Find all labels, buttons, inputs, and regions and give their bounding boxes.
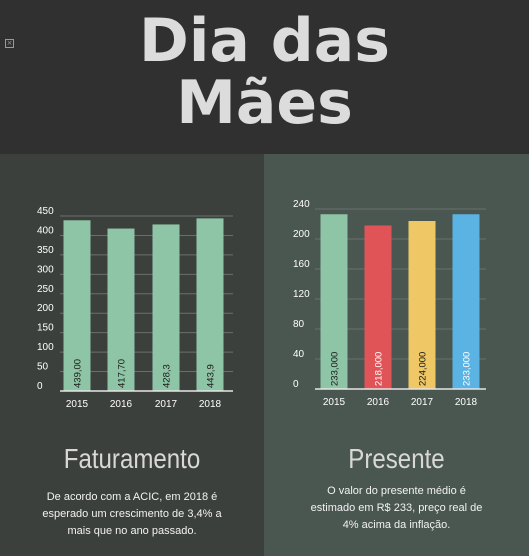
y-tick-label: 200 — [37, 303, 54, 314]
y-tick-label: 80 — [293, 319, 305, 330]
x-tick-label: 2017 — [411, 397, 434, 408]
x-tick-label: 2018 — [199, 399, 222, 410]
bar — [107, 228, 135, 391]
y-tick-label: 0 — [37, 381, 43, 392]
bar — [196, 218, 224, 391]
y-tick-label: 160 — [293, 259, 310, 270]
y-tick-label: 0 — [293, 379, 299, 390]
y-tick-label: 400 — [37, 225, 54, 236]
close-icon[interactable]: × — [5, 39, 14, 48]
faturamento-text: De acordo com a ACIC, em 2018 é esperado… — [42, 491, 222, 537]
bar — [152, 224, 180, 391]
title-line-2: Mães — [176, 68, 353, 138]
faturamento-chart: 0 50 100 150 200 250 300 350 400 450 439,00 2015 417… — [37, 206, 233, 410]
y-tick-label: 200 — [293, 229, 310, 240]
data-label: 428,3 — [162, 364, 173, 388]
y-tick-label: 350 — [37, 245, 54, 256]
data-label: 443,9 — [206, 364, 217, 388]
bar — [452, 214, 480, 389]
bar — [320, 214, 348, 389]
data-label: 218,000 — [374, 352, 385, 386]
y-tick-label: 300 — [37, 264, 54, 275]
y-tick-label: 50 — [37, 362, 49, 373]
presente-text: O valor do presente médio é estimado em … — [310, 485, 483, 531]
x-tick-label: 2016 — [367, 397, 390, 408]
bar — [63, 220, 91, 391]
data-label: 224,000 — [418, 352, 429, 386]
title-line-1: Dia das — [139, 6, 390, 76]
faturamento-title: Faturamento — [63, 443, 201, 474]
y-tick-label: 240 — [293, 199, 310, 210]
presente-chart: 0 40 80 120 160 200 240 233,000 2015 218,000 2016 2… — [293, 199, 486, 408]
data-label: 439,00 — [73, 359, 84, 388]
data-label: 233,000 — [330, 352, 341, 386]
presente-title: Presente — [348, 443, 445, 474]
y-tick-label: 100 — [37, 342, 54, 353]
faturamento-panel: 0 50 100 150 200 250 300 350 400 450 439,00 2015 417… — [0, 154, 264, 556]
page-title: Dia das Mães — [0, 10, 529, 134]
bar — [364, 225, 392, 389]
bar — [408, 221, 436, 389]
y-tick-label: 40 — [293, 349, 305, 360]
x-tick-label: 2018 — [455, 397, 478, 408]
y-tick-label: 250 — [37, 284, 54, 295]
x-tick-label: 2016 — [110, 399, 133, 410]
header: × Dia das Mães — [0, 0, 529, 154]
x-tick-label: 2015 — [66, 399, 89, 410]
presente-panel: 0 40 80 120 160 200 240 233,000 2015 218,000 2016 2… — [264, 154, 529, 556]
x-tick-label: 2017 — [155, 399, 178, 410]
y-tick-label: 120 — [293, 289, 310, 300]
y-tick-label: 150 — [37, 323, 54, 334]
data-label: 417,70 — [117, 359, 128, 388]
x-tick-label: 2015 — [323, 397, 346, 408]
data-label: 233,000 — [462, 352, 473, 386]
y-tick-label: 450 — [37, 206, 54, 217]
